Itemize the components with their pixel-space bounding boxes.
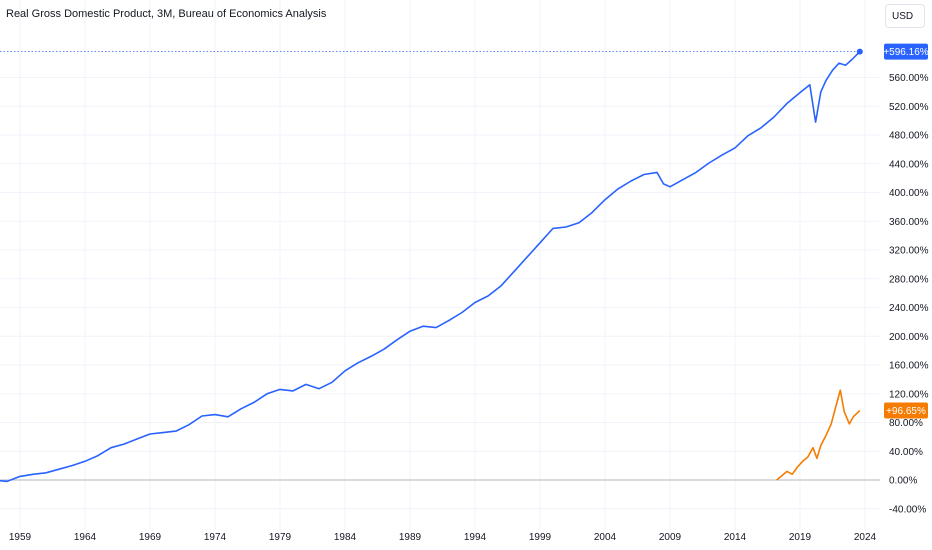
last-value-badge: +96.65% — [884, 402, 928, 419]
badge-text: +96.65% — [886, 406, 926, 417]
x-tick-label: 1994 — [464, 532, 487, 543]
badge-background — [884, 43, 928, 60]
y-tick-label: 240.00% — [889, 303, 929, 314]
x-tick-label: 2019 — [789, 532, 812, 543]
x-tick-label: 2004 — [594, 532, 617, 543]
x-tick-label: 1964 — [74, 532, 97, 543]
y-tick-label: 440.00% — [889, 159, 929, 170]
y-tick-label: 520.00% — [889, 102, 929, 113]
x-tick-label: 1989 — [399, 532, 422, 543]
y-tick-label: 480.00% — [889, 131, 929, 142]
y-tick-label: 280.00% — [889, 274, 929, 285]
currency-selector[interactable]: USD — [885, 4, 925, 28]
x-tick-label: 2009 — [659, 532, 682, 543]
last-point-marker[interactable] — [856, 48, 863, 55]
y-tick-label: 0.00% — [889, 476, 917, 487]
y-tick-label: 320.00% — [889, 246, 929, 257]
x-tick-label: 1984 — [334, 532, 357, 543]
x-tick-label: 2014 — [724, 532, 747, 543]
y-tick-label: 80.00% — [889, 418, 923, 429]
x-tick-label: 2024 — [854, 532, 877, 543]
x-tick-label: 1979 — [269, 532, 292, 543]
series-line-2[interactable] — [776, 389, 861, 481]
x-tick-label: 1959 — [9, 532, 32, 543]
badge-text: +596.16% — [883, 47, 928, 58]
y-tick-label: 360.00% — [889, 217, 929, 228]
y-tick-label: 160.00% — [889, 361, 929, 372]
chart-title: Real Gross Domestic Product, 3M, Bureau … — [6, 8, 327, 20]
x-tick-label: 1974 — [204, 532, 227, 543]
y-tick-label: 120.00% — [889, 389, 929, 400]
x-tick-label: 1999 — [529, 532, 552, 543]
y-tick-label: 40.00% — [889, 447, 923, 458]
y-tick-label: 560.00% — [889, 73, 929, 84]
y-tick-label: -40.00% — [889, 504, 926, 515]
x-tick-label: 1969 — [139, 532, 162, 543]
last-value-badge: +596.16% — [883, 43, 929, 60]
y-tick-label: 200.00% — [889, 332, 929, 343]
y-tick-label: 400.00% — [889, 188, 929, 199]
badge-background — [884, 402, 928, 419]
series-line-1[interactable] — [0, 51, 861, 483]
